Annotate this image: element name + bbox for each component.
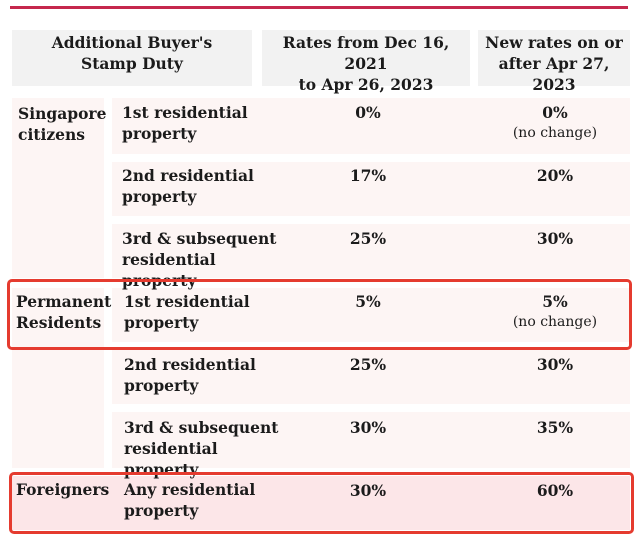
new-rate-sc-2: 20% bbox=[536, 166, 574, 185]
row-background-sc-3 bbox=[112, 224, 630, 278]
property-pr-3-line1: 3rd & subsequent bbox=[124, 418, 279, 437]
old-rate-pr-1: 5% bbox=[355, 292, 381, 311]
header-old-rates-line2: to Apr 26, 2023 bbox=[298, 75, 434, 94]
old-rate-sc-1: 0% bbox=[355, 103, 381, 122]
property-pr-2-line1: 2nd residential bbox=[124, 355, 256, 374]
row-background-pr-2 bbox=[112, 350, 630, 404]
property-sc-2-line2: property bbox=[122, 187, 197, 206]
new-rate-pr-1: 5% (no change) bbox=[480, 291, 630, 339]
old-rate-sc-3: 25% bbox=[349, 229, 387, 248]
new-rate-sc-1: 0% (no change) bbox=[480, 102, 630, 150]
category-foreigners: Foreigners bbox=[16, 479, 110, 529]
category-pr-line2: Residents bbox=[16, 313, 102, 332]
old-rate-fgn-1: 30% bbox=[349, 481, 387, 500]
row-background-foreigners bbox=[12, 476, 630, 530]
property-sc-3: 3rd & subsequent residential property bbox=[112, 228, 292, 290]
header-new-rates-line2: after Apr 27, 2023 bbox=[498, 54, 610, 94]
property-sc-2-line1: 2nd residential bbox=[122, 166, 254, 185]
property-pr-2-line2: property bbox=[124, 376, 199, 395]
row-background-pr-1 bbox=[112, 288, 630, 342]
old-rate-pr-3: 30% bbox=[349, 418, 387, 437]
property-pr-2: 2nd residential property bbox=[114, 354, 264, 402]
header-old-rates-line1: Rates from Dec 16, 2021 bbox=[282, 33, 450, 73]
category-sc-line2: citizens bbox=[18, 125, 86, 144]
property-pr-3: 3rd & subsequent residential property bbox=[114, 417, 294, 479]
old-rate-sc-2: 17% bbox=[349, 166, 387, 185]
row-background-pr-3 bbox=[112, 412, 630, 468]
header-abs-duty-line2: Stamp Duty bbox=[81, 54, 183, 73]
row-background-sc-2 bbox=[112, 162, 630, 216]
property-fgn-1-line1: Any residential bbox=[124, 480, 256, 499]
new-rate-fgn-1: 60% bbox=[536, 481, 574, 500]
property-pr-1: 1st residential property bbox=[114, 291, 264, 339]
new-rate-pr-1-note: (no change) bbox=[512, 314, 598, 330]
highlight-box-foreigners bbox=[9, 472, 634, 534]
property-sc-1-line1: 1st residential bbox=[122, 103, 248, 122]
new-rate-sc-3: 30% bbox=[536, 229, 574, 248]
category-sc-line1: Singapore bbox=[18, 104, 107, 123]
property-sc-1-line2: property bbox=[122, 124, 197, 143]
new-rate-pr-3: 35% bbox=[536, 418, 574, 437]
header-old-rates: Rates from Dec 16, 2021 to Apr 26, 2023 bbox=[262, 30, 470, 94]
property-sc-2: 2nd residential property bbox=[112, 165, 262, 213]
new-rate-pr-2: 30% bbox=[536, 355, 574, 374]
header-new-rates-line1: New rates on or bbox=[485, 33, 623, 52]
header-abs-duty-line1: Additional Buyer's bbox=[51, 33, 213, 52]
property-sc-1: 1st residential property bbox=[112, 102, 262, 150]
property-fgn-1: Any residential property bbox=[114, 479, 264, 527]
top-accent-line bbox=[10, 6, 628, 9]
property-sc-3-line1: 3rd & subsequent bbox=[122, 229, 277, 248]
new-rate-sc-1-note: (no change) bbox=[512, 125, 598, 141]
row-background-sc-1 bbox=[112, 98, 630, 154]
new-rate-pr-1-value: 5% bbox=[542, 292, 568, 311]
property-fgn-1-line2: property bbox=[124, 501, 199, 520]
category-permanent-residents: Permanent Residents bbox=[12, 288, 112, 468]
header-abs-duty: Additional Buyer's Stamp Duty bbox=[12, 30, 252, 86]
highlight-box-pr-first-property bbox=[7, 279, 632, 350]
category-singapore-citizens: Singapore citizens bbox=[12, 98, 107, 278]
old-rate-pr-2: 25% bbox=[349, 355, 387, 374]
category-pr-line1: Permanent bbox=[16, 292, 112, 311]
property-pr-1-line1: 1st residential bbox=[124, 292, 250, 311]
property-pr-1-line2: property bbox=[124, 313, 199, 332]
header-new-rates: New rates on or after Apr 27, 2023 bbox=[478, 30, 630, 94]
new-rate-sc-1-value: 0% bbox=[542, 103, 568, 122]
category-fgn-line1: Foreigners bbox=[16, 480, 110, 499]
